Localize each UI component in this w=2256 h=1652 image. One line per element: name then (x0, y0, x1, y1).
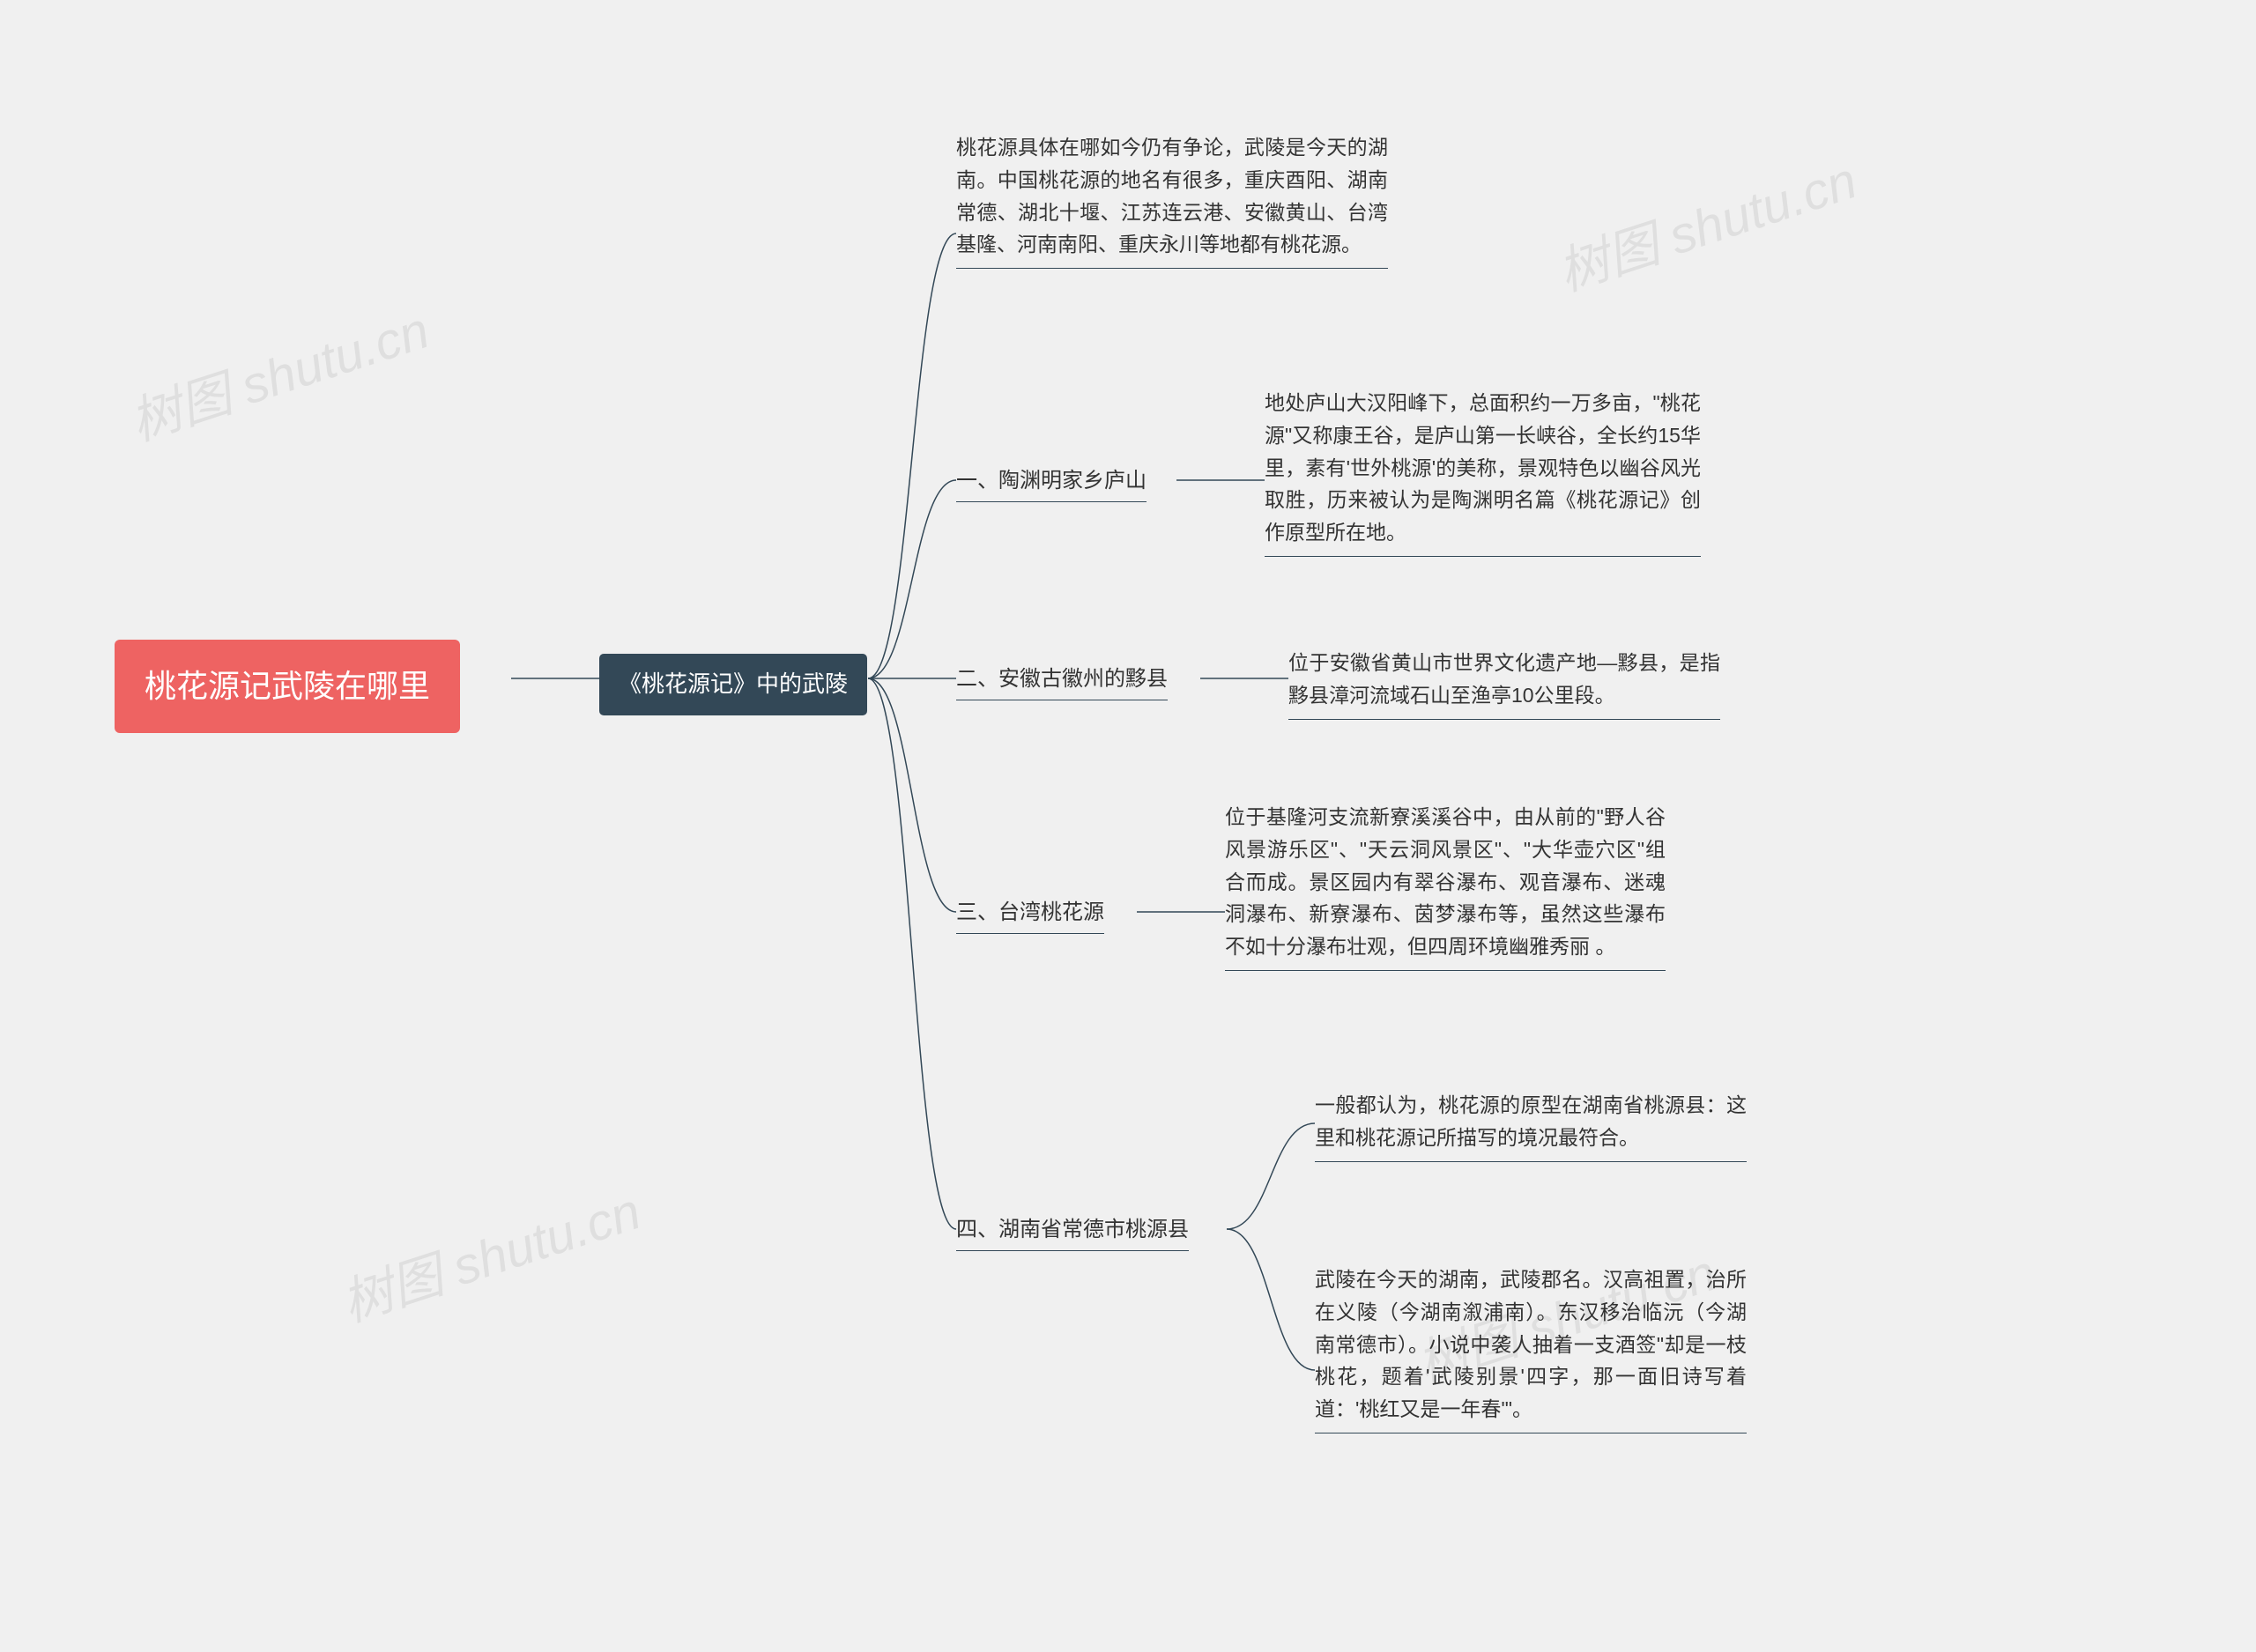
branch-3-leaf-0-text: 位于基隆河支流新寮溪溪谷中，由从前的"野人谷风景游乐区"、"天云洞风景区"、"大… (1225, 805, 1666, 958)
intro-leaf[interactable]: 桃花源具体在哪如今仍有争论，武陵是今天的湖南。中国桃花源的地名有很多，重庆酉阳、… (956, 128, 1388, 269)
branch-3-label: 三、台湾桃花源 (956, 900, 1104, 924)
branch-1-leaf-0-text: 地处庐山大汉阳峰下，总面积约一万多亩，"桃花源"又称康王谷，是庐山第一长峡谷，全… (1265, 391, 1701, 544)
branch-1-leaf-0[interactable]: 地处庐山大汉阳峰下，总面积约一万多亩，"桃花源"又称康王谷，是庐山第一长峡谷，全… (1265, 383, 1701, 557)
sub-node[interactable]: 《桃花源记》中的武陵 (599, 654, 867, 715)
branch-4[interactable]: 四、湖南省常德市桃源县 (956, 1210, 1189, 1251)
branch-3-leaf-0[interactable]: 位于基隆河支流新寮溪溪谷中，由从前的"野人谷风景游乐区"、"天云洞风景区"、"大… (1225, 797, 1666, 971)
branch-2-label: 二、安徽古徽州的黟县 (956, 667, 1168, 691)
branch-2-leaf-0[interactable]: 位于安徽省黄山市世界文化遗产地—黟县，是指黟县漳河流域石山至渔亭10公里段。 (1288, 643, 1720, 720)
watermark: 树图 shutu.cn (331, 1170, 649, 1336)
sub-label: 《桃花源记》中的武陵 (619, 670, 848, 697)
watermark: 树图 shutu.cn (120, 289, 437, 455)
branch-1[interactable]: 一、陶渊明家乡庐山 (956, 461, 1147, 502)
root-label: 桃花源记武陵在哪里 (145, 668, 430, 704)
mindmap-canvas: 桃花源记武陵在哪里 《桃花源记》中的武陵 桃花源具体在哪如今仍有争论，武陵是今天… (0, 0, 2256, 1652)
watermark: 树图 shutu.cn (1547, 139, 1865, 305)
branch-2[interactable]: 二、安徽古徽州的黟县 (956, 659, 1168, 700)
branch-4-leaf-1[interactable]: 武陵在今天的湖南，武陵郡名。汉高祖置，治所在义陵（今湖南溆浦南）。东汉移治临沅（… (1315, 1260, 1747, 1433)
branch-3[interactable]: 三、台湾桃花源 (956, 893, 1104, 934)
root-node[interactable]: 桃花源记武陵在哪里 (115, 640, 460, 733)
intro-text: 桃花源具体在哪如今仍有争论，武陵是今天的湖南。中国桃花源的地名有很多，重庆酉阳、… (956, 136, 1388, 256)
branch-1-label: 一、陶渊明家乡庐山 (956, 469, 1147, 493)
branch-2-leaf-0-text: 位于安徽省黄山市世界文化遗产地—黟县，是指黟县漳河流域石山至渔亭10公里段。 (1288, 651, 1720, 707)
branch-4-leaf-1-text: 武陵在今天的湖南，武陵郡名。汉高祖置，治所在义陵（今湖南溆浦南）。东汉移治临沅（… (1315, 1268, 1747, 1420)
branch-4-label: 四、湖南省常德市桃源县 (956, 1218, 1189, 1241)
branch-4-leaf-0[interactable]: 一般都认为，桃花源的原型在湖南省桃源县：这里和桃花源记所描写的境况最符合。 (1315, 1085, 1747, 1162)
branch-4-leaf-0-text: 一般都认为，桃花源的原型在湖南省桃源县：这里和桃花源记所描写的境况最符合。 (1315, 1093, 1747, 1149)
